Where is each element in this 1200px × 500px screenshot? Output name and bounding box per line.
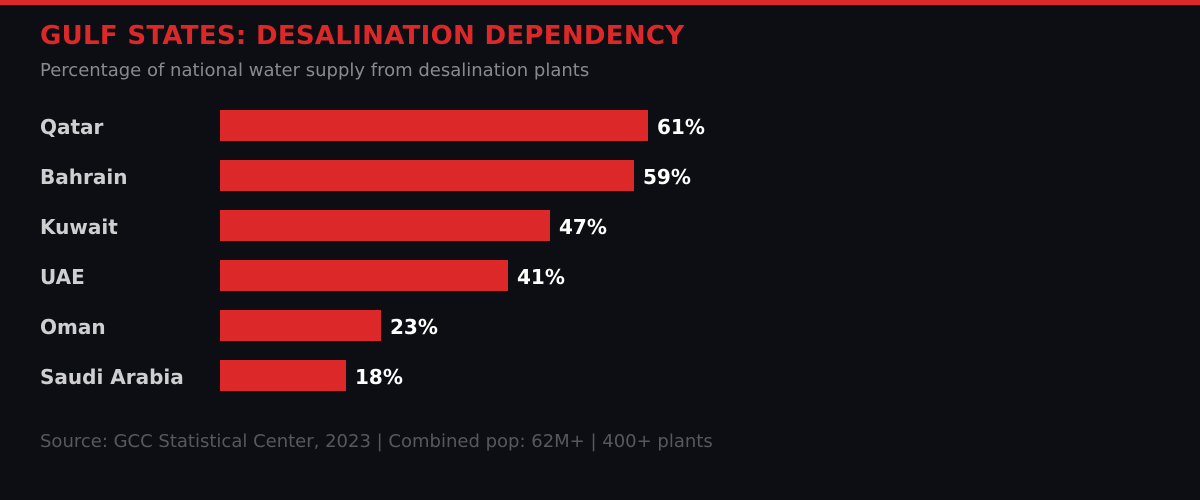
category-label: Qatar (40, 115, 104, 139)
value-label: 23% (390, 315, 438, 339)
category-label: Oman (40, 315, 106, 339)
bar-row: UAE 41% (0, 260, 1200, 310)
bar-row: Saudi Arabia 18% (0, 360, 1200, 410)
value-label: 47% (559, 215, 607, 239)
category-label: Bahrain (40, 165, 128, 189)
top-accent-bar (0, 0, 1200, 5)
category-label: Kuwait (40, 215, 118, 239)
value-label: 61% (657, 115, 705, 139)
bar-row: Bahrain 59% (0, 160, 1200, 210)
value-label: 41% (517, 265, 565, 289)
value-label: 59% (643, 165, 691, 189)
chart-title: GULF STATES: DESALINATION DEPENDENCY (40, 21, 685, 51)
bar-row: Kuwait 47% (0, 210, 1200, 260)
value-label: 18% (355, 365, 403, 389)
bar (220, 160, 634, 191)
source-footnote: Source: GCC Statistical Center, 2023 | C… (40, 431, 713, 452)
bar-row: Oman 23% (0, 310, 1200, 360)
category-label: UAE (40, 265, 85, 289)
chart-subtitle: Percentage of national water supply from… (40, 60, 590, 81)
category-label: Saudi Arabia (40, 365, 184, 389)
bar-chart: Qatar 61% Bahrain 59% Kuwait 47% UAE 41%… (0, 110, 1200, 410)
bar (220, 210, 550, 241)
bar (220, 310, 381, 341)
bar (220, 260, 508, 291)
bar (220, 110, 648, 141)
bar-row: Qatar 61% (0, 110, 1200, 160)
bar (220, 360, 346, 391)
